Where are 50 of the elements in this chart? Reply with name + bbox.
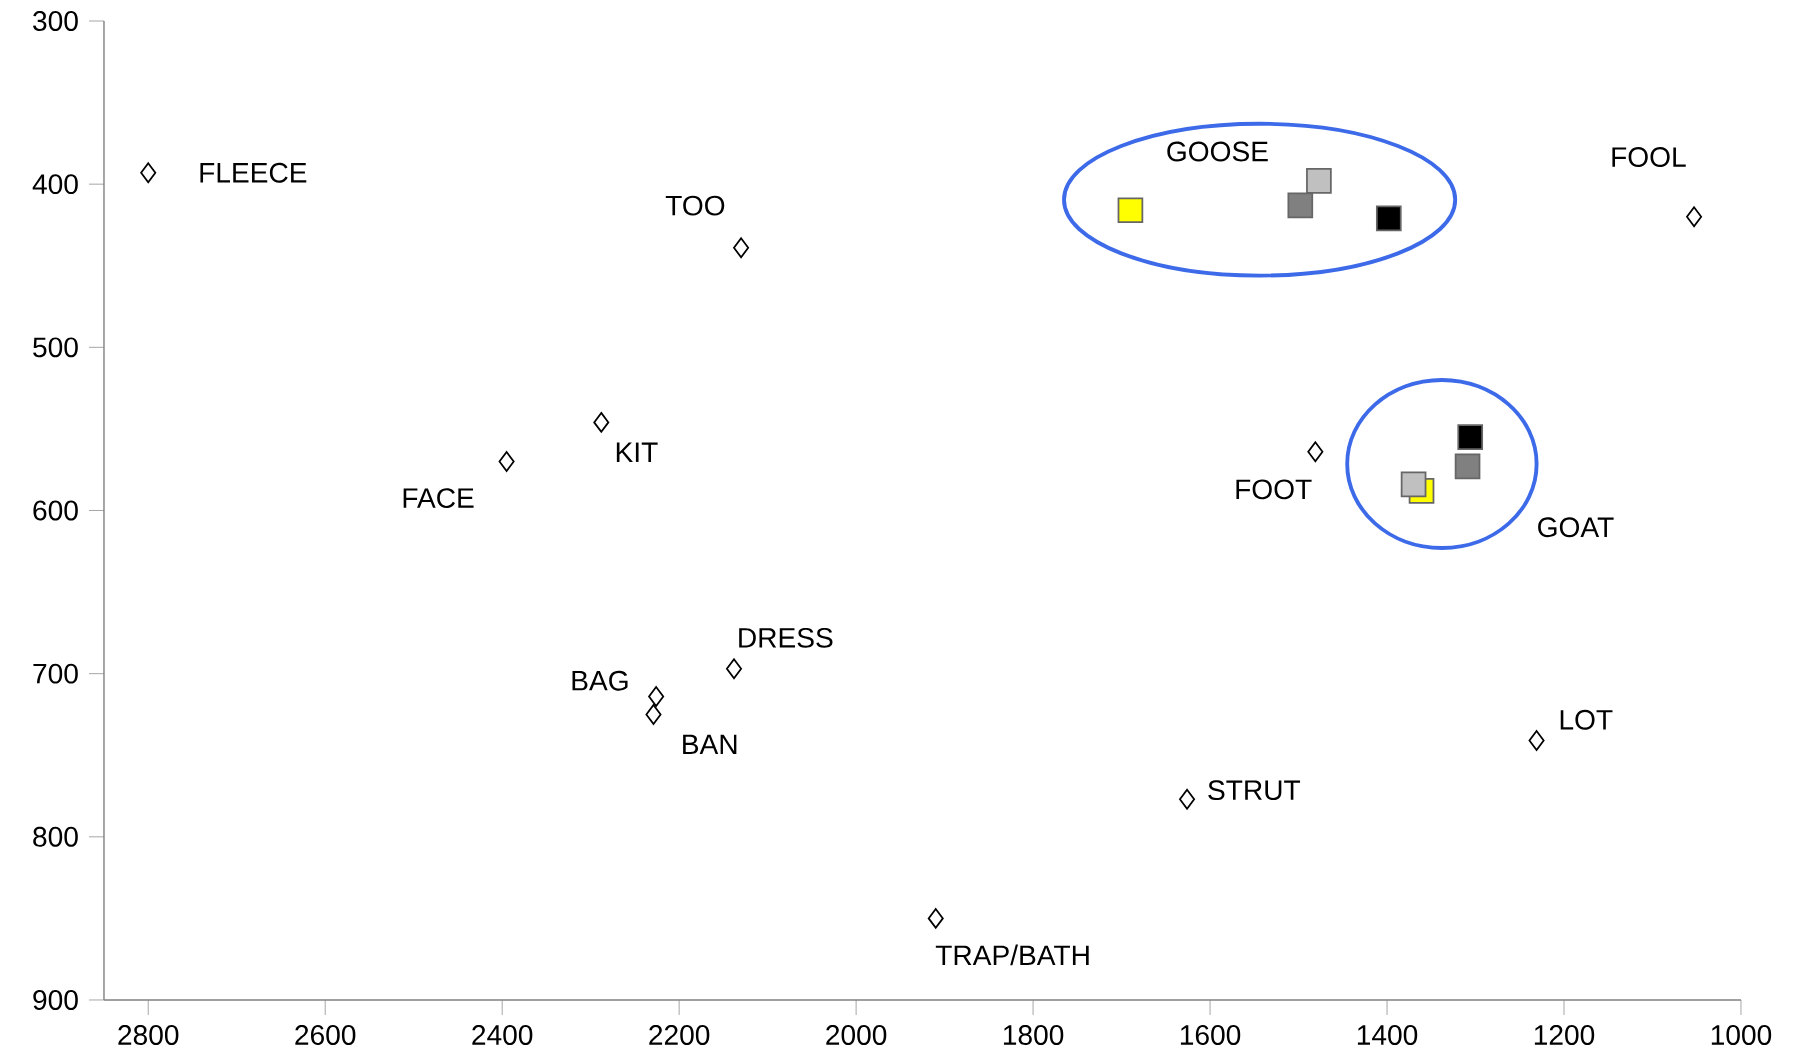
x-tick-label: 1200 — [1534, 1025, 1595, 1045]
point — [1287, 192, 1314, 219]
annotation: FACE — [403, 488, 474, 509]
y-tick-label: 300 — [33, 11, 78, 31]
x-tick-label: 1400 — [1357, 1025, 1418, 1045]
annotation: FOOT — [1236, 479, 1312, 500]
point — [1117, 197, 1144, 224]
annotation: TRAP/BATH — [935, 944, 1089, 966]
y-tick-label: 400 — [32, 174, 78, 195]
y-tick-label: 500 — [33, 337, 78, 358]
annotation: TOO — [665, 195, 725, 216]
y-tick-label: 600 — [33, 500, 78, 521]
point — [1306, 168, 1332, 194]
point — [1179, 788, 1196, 810]
point — [648, 686, 665, 707]
point — [1375, 205, 1402, 232]
y-tick-label: 900 — [33, 990, 78, 1010]
x-tick-label: 2000 — [826, 1025, 887, 1045]
x-tick-label: 2200 — [649, 1025, 710, 1045]
annotation: LOT — [1560, 709, 1613, 730]
x-tick-label: 2800 — [118, 1025, 179, 1045]
annotation: FOOL — [1612, 147, 1686, 168]
point — [927, 908, 944, 929]
annotation: KIT — [616, 442, 658, 462]
annotation: STRUT — [1208, 780, 1301, 801]
y-tick-label: 700 — [33, 663, 78, 684]
x-tick-label: 2600 — [295, 1025, 356, 1045]
point — [645, 704, 662, 725]
annotation: BAG — [572, 670, 628, 691]
annotation: BAN — [683, 734, 737, 755]
point — [1454, 453, 1481, 480]
point — [1400, 471, 1427, 498]
x-tick-label: 2400 — [472, 1025, 533, 1045]
point — [593, 412, 610, 433]
point — [1307, 441, 1324, 463]
x-tick-label: 1600 — [1180, 1025, 1241, 1045]
annotation: GOOSE — [1167, 141, 1268, 162]
point — [1457, 424, 1484, 450]
point — [1686, 206, 1703, 228]
point — [1528, 730, 1545, 751]
x-tick-label: 1000 — [1711, 1025, 1772, 1045]
annotation: FLEECE — [200, 162, 307, 183]
point — [498, 451, 515, 472]
point — [726, 658, 742, 680]
point — [140, 162, 157, 184]
point — [733, 237, 750, 259]
annotation: GOAT — [1538, 517, 1614, 538]
x-tick-label: 1800 — [1003, 1025, 1064, 1045]
y-tick-label: 800 — [33, 826, 78, 847]
annotation: DRESS — [739, 627, 833, 648]
